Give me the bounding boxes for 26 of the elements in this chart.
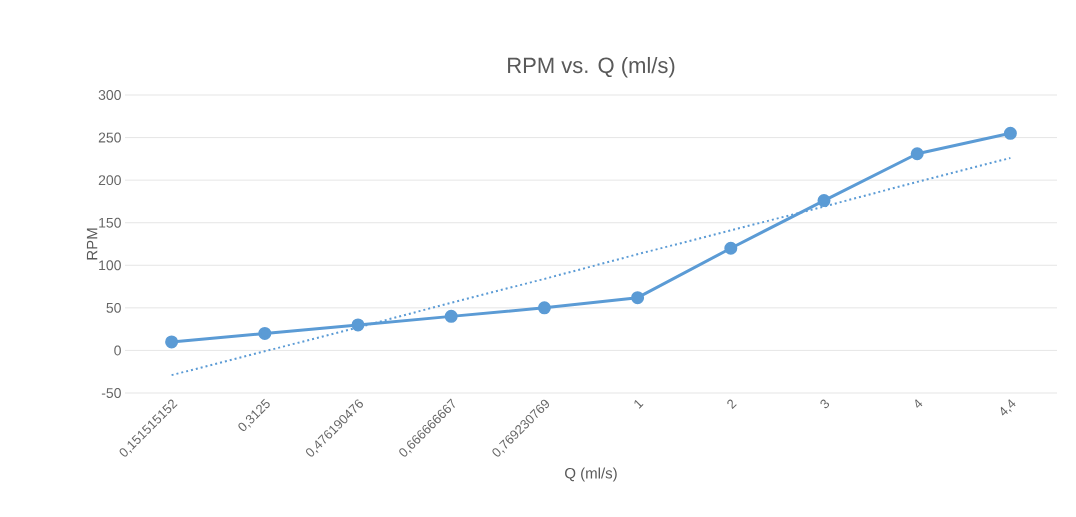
point xyxy=(165,335,179,349)
point xyxy=(631,291,645,305)
chart-title: RPM vs. Q (ml/s) xyxy=(508,56,675,78)
point xyxy=(351,318,365,332)
y-tick-label: 200 xyxy=(98,175,121,186)
point xyxy=(724,241,738,255)
y-tick-label: 150 xyxy=(99,217,121,228)
y-axis-title: RPM xyxy=(86,228,98,260)
x-tick-label: 4 xyxy=(915,399,923,408)
point xyxy=(537,301,551,315)
x-tick-label: 1 xyxy=(634,399,644,409)
point xyxy=(258,326,272,340)
y-tick-label: 0 xyxy=(114,345,121,356)
point xyxy=(444,309,458,323)
x-tick-label: 2 xyxy=(727,399,737,410)
y-tick-label: 250 xyxy=(98,132,121,143)
y-tick-label: 100 xyxy=(99,260,121,271)
point xyxy=(817,194,831,208)
point xyxy=(1003,126,1017,140)
point xyxy=(910,147,924,161)
x-tick-label: 3 xyxy=(820,399,830,409)
y-tick-label: 50 xyxy=(106,302,121,313)
x-axis-title: Q (ml/s) xyxy=(565,467,617,482)
x-tick-label: 4,4 xyxy=(1000,399,1016,416)
y-tick-label: -50 xyxy=(101,388,121,398)
y-tick-label: 300 xyxy=(98,90,121,100)
